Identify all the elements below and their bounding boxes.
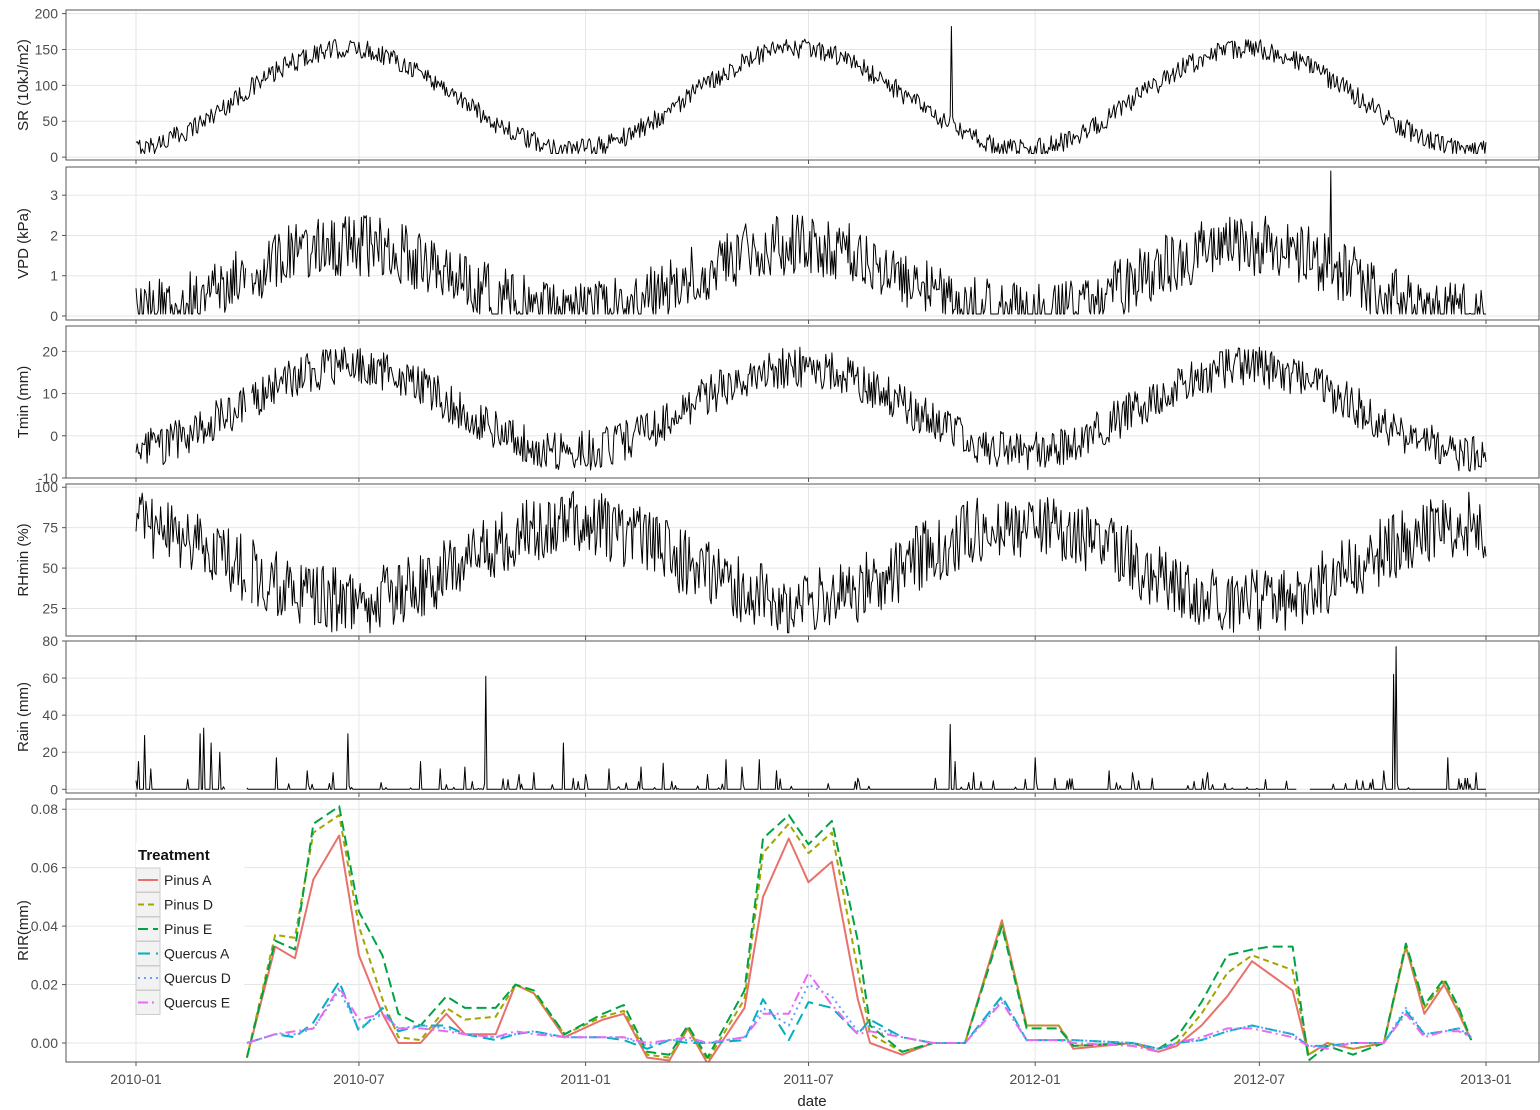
legend-label: Pinus E	[164, 921, 212, 937]
panel-grid	[66, 640, 1540, 793]
x-axis-tick-labels: 2010-01 2010-07 2011-01 2011-07 2012-01 2012-…	[110, 1071, 1512, 1087]
series-line-pinus-a	[245, 834, 1473, 1062]
panel-2: 0 1 2 3 VPD (kPa)	[15, 166, 1540, 324]
y-tick-label: 10	[42, 386, 58, 402]
panel-plot-area	[245, 805, 1473, 1062]
panel-frame	[65, 166, 1540, 321]
legend-label: Quercus D	[164, 970, 231, 986]
y-tick-label: 1	[50, 268, 58, 284]
legend-entry-quercus-d: Quercus D	[135, 965, 231, 991]
y-tick-label: 2	[50, 227, 58, 243]
legend-entry-pinus-e: Pinus E	[135, 916, 212, 942]
panel-frame	[65, 9, 1540, 161]
y-tick-label: 50	[42, 560, 58, 576]
y-tick-label: 50	[42, 113, 58, 129]
y-tick-label: 0.06	[31, 860, 58, 876]
y-axis-title: RHmin (%)	[15, 523, 32, 596]
panel-plot-area	[135, 26, 1487, 154]
y-tick-label: 25	[42, 601, 58, 617]
y-tick-label: -10	[38, 470, 58, 486]
y-tick-label: 0	[50, 308, 58, 324]
y-tick-label: 0.00	[31, 1035, 58, 1051]
series-line-pinus-e	[245, 805, 1473, 1062]
y-tick-label: 0.02	[31, 977, 58, 993]
x-tick-label: 2011-07	[783, 1071, 834, 1087]
panel-plot-area	[135, 490, 1487, 634]
panel-4: 25 50 75 100 RHmin (%)	[15, 479, 1540, 640]
y-axis-title: SR (10kJ/m2)	[15, 39, 32, 131]
legend-label: Quercus A	[164, 946, 230, 962]
panel-1: 0 50 100 150 200 SR (10kJ/m2)	[15, 6, 1540, 165]
data-line	[135, 727, 226, 790]
legend-title: Treatment	[138, 847, 210, 864]
data-line	[251, 490, 1487, 634]
legend-entry-pinus-d: Pinus D	[135, 892, 213, 917]
legend-label: Quercus E	[164, 995, 230, 1011]
panel-frame	[65, 798, 1540, 1063]
x-tick-label: 2010-01	[110, 1071, 162, 1087]
panel-grid	[66, 10, 1540, 160]
legend-entry-quercus-e: Quercus E	[135, 990, 230, 1015]
y-axis-title: Rain (mm)	[15, 682, 32, 752]
y-tick-label: 60	[42, 670, 58, 686]
y-tick-label: 80	[42, 633, 58, 649]
data-line	[251, 170, 1486, 315]
legend-label: Pinus D	[164, 897, 213, 913]
series-line-quercus-d	[246, 983, 1472, 1050]
panel-plot-area	[135, 646, 1486, 790]
panel-5: 0 20 40 60 80 Rain (mm)	[15, 633, 1540, 797]
y-axis-title: Tmin (mm)	[15, 366, 32, 438]
y-tick-label: 150	[35, 41, 59, 57]
y-tick-label: 75	[42, 520, 58, 536]
x-tick-label: 2013-01	[1460, 1071, 1512, 1087]
data-line	[246, 675, 1297, 790]
legend-label: Pinus A	[164, 872, 212, 888]
x-tick-label: 2012-01	[1009, 1071, 1061, 1087]
x-axis-title: date	[797, 1093, 826, 1110]
data-line	[251, 346, 1487, 472]
data-line	[135, 26, 1487, 154]
data-line	[135, 387, 247, 465]
panel-3: -10 0 10 20 Tmin (mm)	[15, 325, 1540, 486]
panel-plot-area	[135, 170, 1486, 315]
panel-6: 0.00 0.02 0.04 0.06 0.08 RIR(mm) Treatment Pinu…	[15, 798, 1540, 1066]
series-line-quercus-e	[246, 971, 1472, 1053]
x-tick-label: 2010-07	[333, 1071, 385, 1087]
y-tick-label: 0.08	[31, 801, 58, 817]
legend: Treatment Pinus A Pinus D Pinus E Quercus A Q…	[135, 843, 244, 1015]
y-axis-title: RIR(mm)	[15, 900, 32, 961]
y-tick-label: 0.04	[31, 918, 58, 934]
x-tick-label: 2011-01	[560, 1071, 611, 1087]
y-tick-label: 100	[35, 479, 59, 495]
y-tick-label: 0	[50, 781, 58, 797]
y-tick-label: 200	[35, 6, 59, 22]
data-line	[135, 251, 247, 315]
y-tick-label: 20	[42, 343, 58, 359]
panel-frame	[65, 325, 1540, 479]
x-tick-label: 2012-07	[1234, 1071, 1286, 1087]
y-tick-label: 3	[50, 187, 58, 203]
data-line	[1309, 646, 1486, 790]
y-tick-label: 40	[42, 707, 58, 723]
y-tick-label: 20	[42, 744, 58, 760]
panel-grid	[66, 799, 1540, 1062]
y-tick-label: 100	[35, 77, 59, 93]
data-line	[135, 492, 247, 601]
panel-frame	[65, 640, 1540, 794]
y-tick-label: 0	[50, 428, 58, 444]
legend-entry-pinus-a: Pinus A	[135, 867, 212, 893]
panel-grid	[66, 167, 1540, 320]
legend-entry-quercus-a: Quercus A	[135, 941, 230, 966]
y-tick-label: 0	[50, 149, 58, 165]
legend-key-box	[135, 965, 161, 991]
series-line-pinus-d	[245, 814, 1473, 1062]
panel-grid	[66, 326, 1540, 479]
panel-plot-area	[135, 346, 1487, 472]
y-axis-title: VPD (kPa)	[15, 208, 32, 279]
panel-frame	[65, 483, 1540, 637]
